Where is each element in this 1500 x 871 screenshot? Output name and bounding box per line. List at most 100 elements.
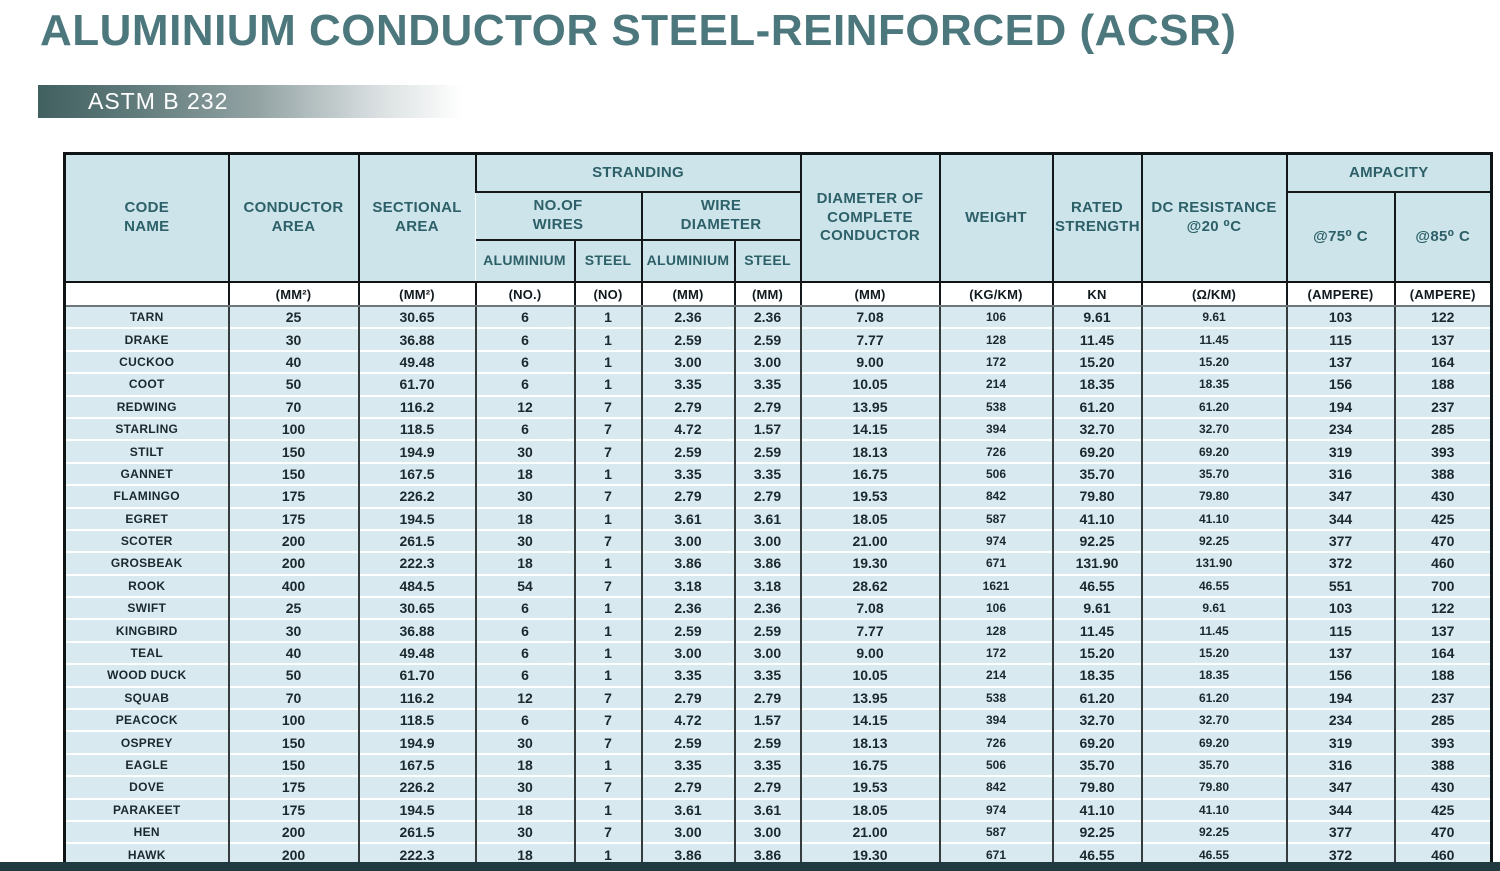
unit-steel-diameter: (MM) xyxy=(733,281,801,307)
table-row: FLAMINGO 175 226.2 30 7 2.79 2.79 19.53 842 79.80… xyxy=(64,484,1492,508)
value-cell: 7.08 xyxy=(799,306,940,329)
value-cell: 538 xyxy=(938,394,1053,418)
value-cell: 118.5 xyxy=(357,416,476,441)
value-cell: 137 xyxy=(1285,640,1395,665)
value-cell: 7 xyxy=(573,439,642,463)
value-cell: 103 xyxy=(1285,596,1395,620)
table-row: COOT 50 61.70 6 1 3.35 3.35 10.05 214 18.35 18.35 1… xyxy=(64,372,1492,396)
value-cell: 2.59 xyxy=(733,730,801,754)
unit-rated-strength: KN xyxy=(1051,281,1142,307)
code-name-cell: SQUAB xyxy=(64,685,229,710)
value-cell: 974 xyxy=(938,797,1053,821)
value-cell: 7 xyxy=(573,573,642,598)
value-cell: 131.90 xyxy=(1140,551,1287,575)
value-cell: 137 xyxy=(1393,618,1492,642)
value-cell: 28.62 xyxy=(799,573,940,598)
header-code-name: CODE NAME xyxy=(64,153,229,282)
value-cell: 7 xyxy=(573,416,642,441)
value-cell: 200 xyxy=(227,842,359,867)
value-cell: 347 xyxy=(1285,484,1395,508)
code-name-cell: HAWK xyxy=(64,842,229,867)
table-row: SWIFT 25 30.65 6 1 2.36 2.36 7.08 106 9.61 9.61 103… xyxy=(64,596,1492,620)
header-steel-wires: STEEL xyxy=(573,239,642,282)
value-cell: 18.35 xyxy=(1140,663,1287,687)
value-cell: 222.3 xyxy=(357,842,476,867)
value-cell: 3.86 xyxy=(733,842,801,867)
header-aluminium-wires: ALUMINIUM xyxy=(475,239,575,282)
code-name-cell: TARN xyxy=(64,306,229,329)
value-cell: 131.90 xyxy=(1051,551,1142,575)
value-cell: 46.55 xyxy=(1051,573,1142,598)
value-cell: 35.70 xyxy=(1140,752,1287,777)
header-dc-resistance: DC RESISTANCE @20 ⁰C xyxy=(1140,153,1287,282)
table-row: KINGBIRD 30 36.88 6 1 2.59 2.59 7.77 128 11.45 11.… xyxy=(64,618,1492,642)
value-cell: 164 xyxy=(1393,640,1492,665)
value-cell: 32.70 xyxy=(1140,708,1287,732)
value-cell: 484.5 xyxy=(357,573,476,598)
value-cell: 2.79 xyxy=(640,775,735,799)
table-row: PEACOCK 100 118.5 6 7 4.72 1.57 14.15 394 32.70 32… xyxy=(64,708,1492,732)
header-ampacity: AMPACITY xyxy=(1285,153,1492,192)
value-cell: 3.61 xyxy=(640,506,735,530)
value-cell: 35.70 xyxy=(1051,752,1142,777)
value-cell: 128 xyxy=(938,618,1053,642)
value-cell: 9.61 xyxy=(1051,306,1142,329)
value-cell: 18 xyxy=(474,461,575,486)
value-cell: 156 xyxy=(1285,372,1395,396)
value-cell: 1621 xyxy=(938,573,1053,598)
value-cell: 700 xyxy=(1393,573,1492,598)
table-body: TARN 25 30.65 6 1 2.36 2.36 7.08 106 9.61 9.61 103 1… xyxy=(64,306,1492,867)
value-cell: 175 xyxy=(227,775,359,799)
value-cell: 12 xyxy=(474,685,575,710)
header-ampacity-75c: @75⁰ C xyxy=(1285,191,1395,282)
value-cell: 16.75 xyxy=(799,461,940,486)
value-cell: 2.79 xyxy=(733,685,801,710)
value-cell: 18 xyxy=(474,752,575,777)
unit-sectional-area: (MM²) xyxy=(357,281,476,307)
value-cell: 70 xyxy=(227,685,359,710)
value-cell: 261.5 xyxy=(357,528,476,553)
value-cell: 19.53 xyxy=(799,775,940,799)
value-cell: 18.13 xyxy=(799,439,940,463)
table-row: PARAKEET 175 194.5 18 1 3.61 3.61 18.05 974 41.10… xyxy=(64,797,1492,821)
value-cell: 50 xyxy=(227,372,359,396)
header-wire-diameter: WIRE DIAMETER xyxy=(640,191,801,240)
value-cell: 2.59 xyxy=(733,618,801,642)
value-cell: 41.10 xyxy=(1140,797,1287,821)
value-cell: 6 xyxy=(474,640,575,665)
value-cell: 2.36 xyxy=(733,596,801,620)
value-cell: 194.9 xyxy=(357,439,476,463)
code-name-cell: HEN xyxy=(64,819,229,844)
table-row: TARN 25 30.65 6 1 2.36 2.36 7.08 106 9.61 9.61 103 1… xyxy=(64,306,1492,329)
bottom-accent-bar xyxy=(0,862,1500,871)
value-cell: 46.55 xyxy=(1051,842,1142,867)
value-cell: 9.61 xyxy=(1051,596,1142,620)
value-cell: 974 xyxy=(938,528,1053,553)
value-cell: 1 xyxy=(573,640,642,665)
value-cell: 316 xyxy=(1285,461,1395,486)
value-cell: 3.00 xyxy=(733,528,801,553)
value-cell: 506 xyxy=(938,461,1053,486)
value-cell: 2.36 xyxy=(640,596,735,620)
value-cell: 3.00 xyxy=(733,819,801,844)
value-cell: 25 xyxy=(227,596,359,620)
value-cell: 30 xyxy=(474,528,575,553)
value-cell: 32.70 xyxy=(1051,708,1142,732)
value-cell: 393 xyxy=(1393,439,1492,463)
value-cell: 106 xyxy=(938,306,1053,329)
standard-gradient-bar: ASTM B 232 xyxy=(38,85,770,118)
value-cell: 1 xyxy=(573,461,642,486)
value-cell: 226.2 xyxy=(357,484,476,508)
value-cell: 344 xyxy=(1285,506,1395,530)
value-cell: 3.18 xyxy=(640,573,735,598)
value-cell: 3.35 xyxy=(640,752,735,777)
value-cell: 15.20 xyxy=(1140,640,1287,665)
value-cell: 1 xyxy=(573,596,642,620)
value-cell: 3.35 xyxy=(733,461,801,486)
value-cell: 194 xyxy=(1285,394,1395,418)
value-cell: 70 xyxy=(227,394,359,418)
value-cell: 222.3 xyxy=(357,551,476,575)
value-cell: 261.5 xyxy=(357,819,476,844)
code-name-cell: EGRET xyxy=(64,506,229,530)
code-name-cell: TEAL xyxy=(64,640,229,665)
